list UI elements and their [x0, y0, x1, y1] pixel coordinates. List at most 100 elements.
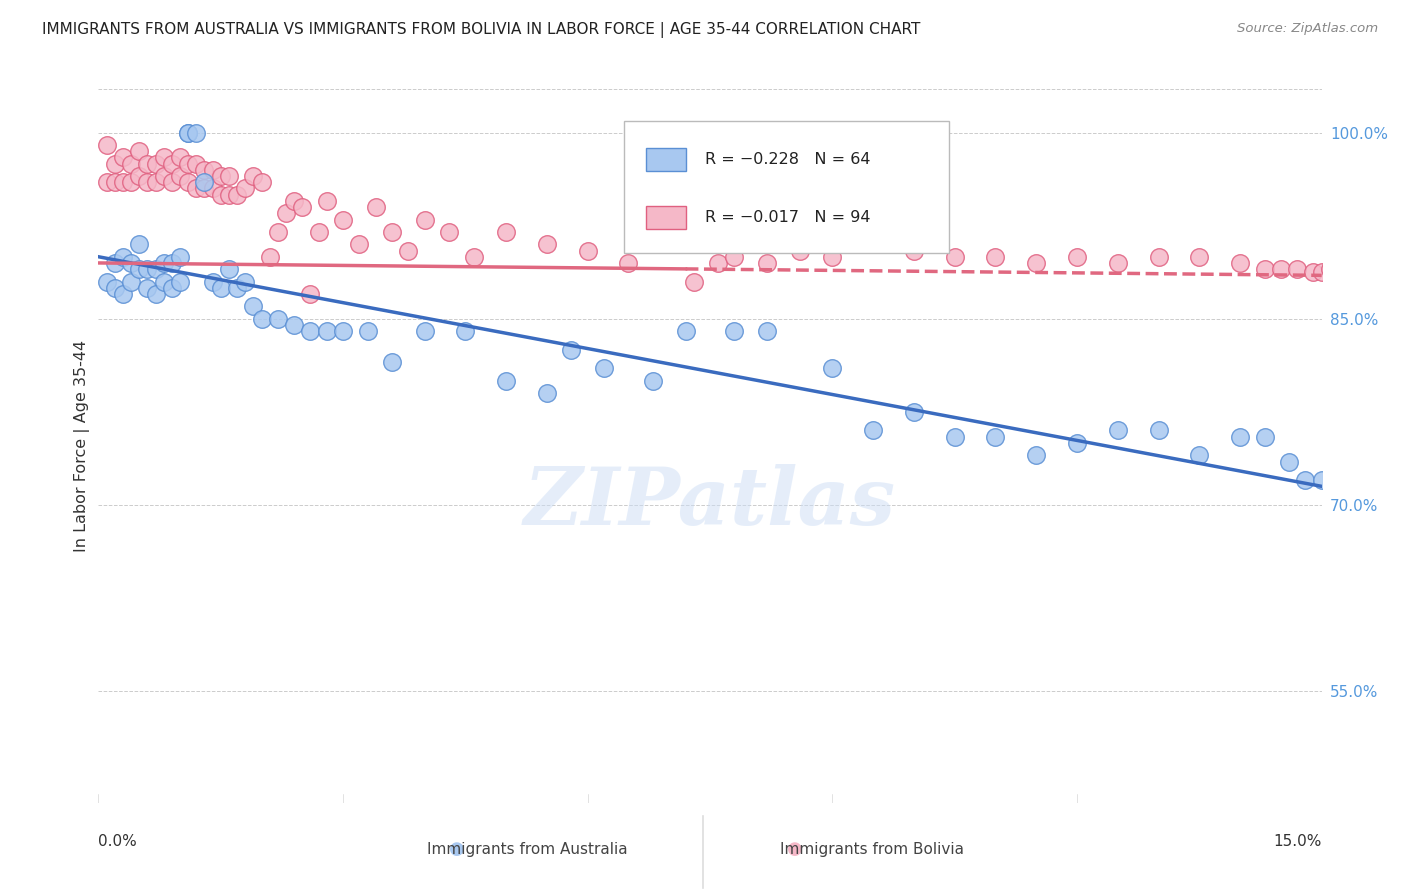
- Point: [332, 212, 354, 227]
- Point: [308, 225, 330, 239]
- Point: [136, 262, 159, 277]
- Point: [1147, 424, 1170, 438]
- Point: [201, 275, 224, 289]
- Point: [349, 237, 371, 252]
- Point: [218, 169, 240, 183]
- Point: [413, 212, 436, 227]
- Point: [658, 237, 681, 252]
- Point: [299, 324, 322, 338]
- Point: [160, 156, 183, 170]
- Point: [104, 156, 127, 170]
- Point: [1294, 473, 1316, 487]
- Point: [96, 275, 118, 289]
- Text: ZIPatlas: ZIPatlas: [524, 465, 896, 541]
- Point: [576, 244, 599, 258]
- Point: [96, 138, 118, 153]
- Point: [128, 262, 150, 277]
- Point: [756, 324, 779, 338]
- Point: [364, 200, 387, 214]
- Point: [413, 324, 436, 338]
- Point: [1286, 262, 1309, 277]
- Point: [233, 181, 256, 195]
- Point: [120, 256, 142, 270]
- Point: [1066, 436, 1088, 450]
- Point: [821, 361, 844, 376]
- Point: [120, 175, 142, 189]
- Point: [283, 318, 305, 332]
- Point: [943, 250, 966, 264]
- Point: [495, 225, 517, 239]
- Point: [943, 430, 966, 444]
- FancyBboxPatch shape: [624, 121, 949, 253]
- Point: [136, 281, 159, 295]
- Point: [903, 244, 925, 258]
- Text: ●: ●: [786, 840, 803, 858]
- Point: [707, 256, 730, 270]
- Point: [463, 250, 485, 264]
- Point: [96, 175, 118, 189]
- Point: [145, 156, 167, 170]
- Point: [381, 225, 404, 239]
- Point: [145, 262, 167, 277]
- Y-axis label: In Labor Force | Age 35-44: In Labor Force | Age 35-44: [75, 340, 90, 552]
- Point: [315, 324, 337, 338]
- Point: [160, 256, 183, 270]
- Point: [218, 262, 240, 277]
- Text: Source: ZipAtlas.com: Source: ZipAtlas.com: [1237, 22, 1378, 36]
- Point: [186, 156, 208, 170]
- Point: [169, 250, 191, 264]
- Point: [152, 151, 174, 165]
- Point: [1229, 256, 1251, 270]
- Point: [291, 200, 314, 214]
- Point: [789, 244, 811, 258]
- Point: [267, 225, 290, 239]
- Point: [177, 156, 200, 170]
- Point: [145, 175, 167, 189]
- Point: [1302, 265, 1324, 279]
- Point: [250, 311, 273, 326]
- Point: [1351, 265, 1374, 279]
- Point: [111, 287, 134, 301]
- Point: [233, 275, 256, 289]
- Point: [104, 175, 127, 189]
- Point: [560, 343, 582, 357]
- Point: [356, 324, 378, 338]
- Point: [1334, 265, 1357, 279]
- Point: [1229, 430, 1251, 444]
- Point: [242, 169, 264, 183]
- Point: [1188, 250, 1211, 264]
- Point: [242, 299, 264, 313]
- Point: [201, 181, 224, 195]
- Point: [111, 250, 134, 264]
- Point: [274, 206, 297, 220]
- Point: [1310, 265, 1333, 279]
- Point: [536, 386, 558, 401]
- Point: [984, 430, 1007, 444]
- Point: [186, 181, 208, 195]
- Point: [1025, 448, 1047, 462]
- Text: 15.0%: 15.0%: [1274, 834, 1322, 849]
- Point: [682, 275, 704, 289]
- Point: [1327, 262, 1350, 277]
- Point: [193, 181, 215, 195]
- Point: [299, 287, 322, 301]
- Point: [641, 374, 664, 388]
- Point: [1310, 473, 1333, 487]
- Point: [1066, 250, 1088, 264]
- Point: [1327, 479, 1350, 493]
- Point: [177, 126, 200, 140]
- Text: Immigrants from Australia: Immigrants from Australia: [427, 842, 627, 856]
- Point: [128, 145, 150, 159]
- Point: [186, 126, 208, 140]
- Point: [1253, 262, 1275, 277]
- Point: [152, 169, 174, 183]
- Point: [226, 281, 249, 295]
- Point: [1343, 265, 1365, 279]
- Point: [104, 256, 127, 270]
- Point: [145, 287, 167, 301]
- Point: [593, 361, 616, 376]
- Point: [1147, 250, 1170, 264]
- Point: [209, 187, 232, 202]
- Text: R = −0.228   N = 64: R = −0.228 N = 64: [706, 153, 870, 168]
- Point: [169, 275, 191, 289]
